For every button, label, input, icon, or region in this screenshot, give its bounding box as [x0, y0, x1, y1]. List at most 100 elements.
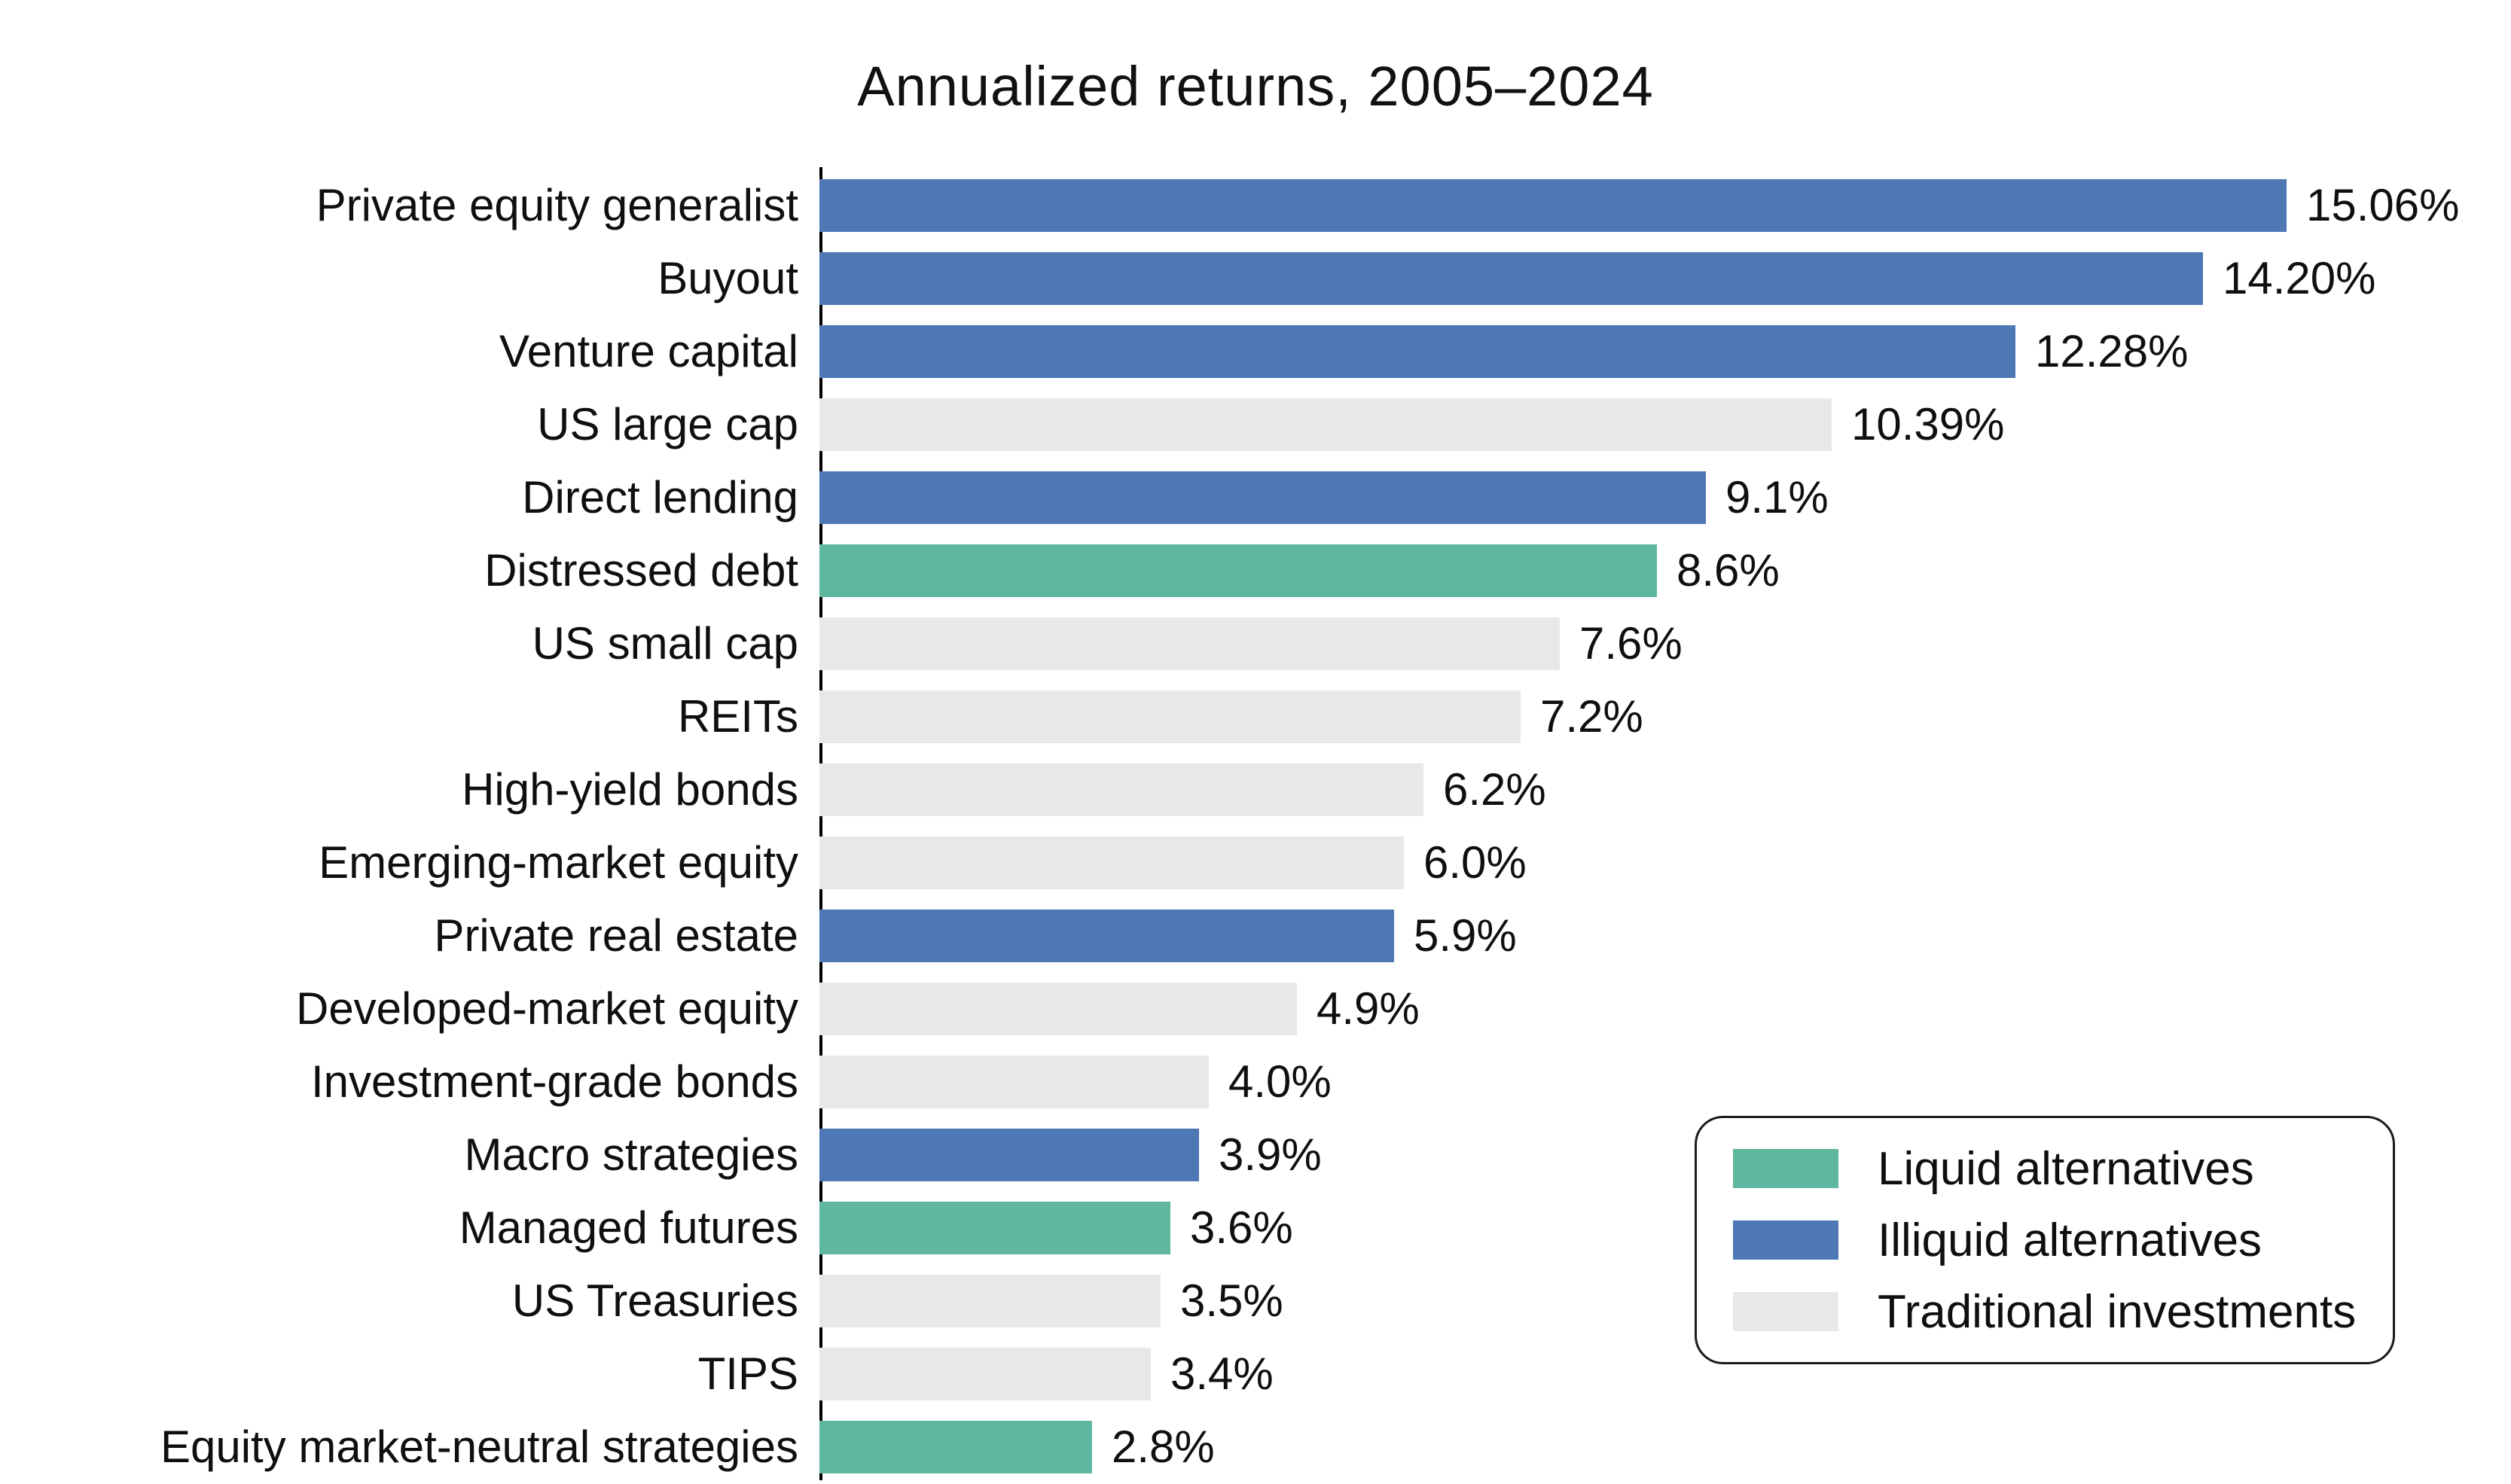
- chart-title: Annualized returns, 2005–2024: [857, 55, 1654, 117]
- category-label: Distressed debt: [484, 545, 798, 596]
- bar-area: 3.9%: [819, 1118, 2511, 1191]
- bar-row: Developed-market equity 4.9%: [0, 972, 2511, 1045]
- bar-area: 15.06%: [819, 169, 2511, 242]
- bar-row: Managed futures 3.6%: [0, 1191, 2511, 1264]
- bar-area: 14.20%: [819, 242, 2511, 315]
- bar-row: Macro strategies 3.9%: [0, 1118, 2511, 1191]
- bar-area: 3.6%: [819, 1191, 2511, 1264]
- legend-item-label: Traditional investments: [1878, 1285, 2357, 1338]
- bar-area: 5.9%: [819, 899, 2511, 972]
- bar-row: TIPS 3.4%: [0, 1337, 2511, 1410]
- category-label: Managed futures: [459, 1202, 798, 1253]
- value-label: 8.6%: [1677, 545, 1780, 596]
- category-label: US large cap: [537, 399, 798, 449]
- bar: [819, 251, 2203, 305]
- legend: Liquid alternatives Illiquid alternative…: [1695, 1116, 2395, 1364]
- legend-swatch: [1733, 1149, 1838, 1188]
- bar: [819, 178, 2287, 232]
- bar-area: 10.39%: [819, 388, 2511, 461]
- value-label: 5.9%: [1414, 910, 1517, 961]
- legend-items: Liquid alternatives Illiquid alternative…: [1697, 1133, 2393, 1348]
- bar-area: 7.2%: [819, 680, 2511, 753]
- bar: [819, 690, 1521, 743]
- category-label: Developed-market equity: [295, 983, 798, 1034]
- bar-area: 9.1%: [819, 461, 2511, 534]
- category-label: Equity market-neutral strategies: [160, 1422, 798, 1472]
- category-label: High-yield bonds: [462, 764, 798, 815]
- value-label: 3.9%: [1219, 1129, 1322, 1180]
- value-label: 14.20%: [2223, 253, 2376, 303]
- legend-item-label: Liquid alternatives: [1878, 1142, 2254, 1195]
- bar-row: REITs 7.2%: [0, 680, 2511, 753]
- value-label: 6.2%: [1443, 764, 1546, 815]
- bar-area: 6.0%: [819, 826, 2511, 899]
- value-label: 6.0%: [1423, 837, 1527, 888]
- legend-item-label: Illiquid alternatives: [1878, 1214, 2262, 1266]
- bar-row: Distressed debt 8.6%: [0, 534, 2511, 607]
- bar-row: Direct lending 9.1%: [0, 461, 2511, 534]
- category-label: TIPS: [697, 1348, 798, 1399]
- value-label: 3.4%: [1170, 1348, 1274, 1399]
- bar: [819, 1055, 1209, 1108]
- value-label: 12.28%: [2035, 326, 2189, 376]
- value-label: 7.2%: [1540, 691, 1643, 742]
- bar-area: 6.2%: [819, 753, 2511, 826]
- category-label: Private real estate: [434, 910, 798, 961]
- category-label: Buyout: [657, 253, 798, 303]
- legend-swatch: [1733, 1220, 1838, 1260]
- bar: [819, 836, 1404, 889]
- legend-swatch: [1733, 1292, 1838, 1331]
- bar-area: 3.5%: [819, 1264, 2511, 1337]
- value-label: 15.06%: [2306, 180, 2460, 230]
- legend-item: Liquid alternatives: [1697, 1133, 2393, 1205]
- value-label: 7.6%: [1579, 618, 1683, 669]
- category-label: US Treasuries: [511, 1275, 798, 1326]
- value-label: 3.5%: [1180, 1275, 1283, 1326]
- bar-row: Emerging-market equity 6.0%: [0, 826, 2511, 899]
- bar-row: Venture capital 12.28%: [0, 315, 2511, 388]
- y-axis-line: [819, 167, 822, 1480]
- bar: [819, 1274, 1161, 1327]
- bar-area: 2.8%: [819, 1410, 2511, 1483]
- category-label: Direct lending: [522, 472, 798, 523]
- bar-area: 4.0%: [819, 1045, 2511, 1118]
- bar: [819, 1347, 1151, 1400]
- bar-area: 3.4%: [819, 1337, 2511, 1410]
- bar-row: Private real estate 5.9%: [0, 899, 2511, 972]
- category-label: REITs: [677, 691, 798, 742]
- category-label: Macro strategies: [464, 1129, 799, 1180]
- bar: [819, 1420, 1092, 1473]
- value-label: 3.6%: [1190, 1202, 1293, 1253]
- category-label: Private equity generalist: [316, 180, 798, 230]
- legend-item: Traditional investments: [1697, 1276, 2393, 1348]
- bar-row: Private equity generalist 15.06%: [0, 169, 2511, 242]
- bar: [819, 471, 1706, 524]
- bar-area: 4.9%: [819, 972, 2511, 1045]
- bar-row: Investment-grade bonds 4.0%: [0, 1045, 2511, 1118]
- bar: [819, 617, 1560, 670]
- bar: [819, 398, 1832, 451]
- legend-item: Illiquid alternatives: [1697, 1205, 2393, 1276]
- bar: [819, 982, 1297, 1035]
- value-label: 2.8%: [1112, 1422, 1215, 1472]
- category-label: US small cap: [532, 618, 798, 669]
- value-label: 9.1%: [1725, 472, 1829, 523]
- category-label: Investment-grade bonds: [310, 1056, 798, 1107]
- bar-row: US Treasuries 3.5%: [0, 1264, 2511, 1337]
- bar: [819, 1128, 1199, 1181]
- bar-row: Equity market-neutral strategies 2.8%: [0, 1410, 2511, 1483]
- bar-row: US small cap 7.6%: [0, 607, 2511, 680]
- bar-rows: Private equity generalist 15.06% Buyout …: [0, 169, 2511, 1483]
- category-label: Venture capital: [499, 326, 798, 376]
- bar: [819, 909, 1394, 962]
- bar: [819, 763, 1423, 816]
- bar-area: 12.28%: [819, 315, 2511, 388]
- bar: [819, 1201, 1170, 1254]
- bar: [819, 325, 2015, 378]
- value-label: 4.9%: [1317, 983, 1420, 1034]
- value-label: 4.0%: [1228, 1056, 1332, 1107]
- bar-row: Buyout 14.20%: [0, 242, 2511, 315]
- bar-area: 8.6%: [819, 534, 2511, 607]
- bar-area: 7.6%: [819, 607, 2511, 680]
